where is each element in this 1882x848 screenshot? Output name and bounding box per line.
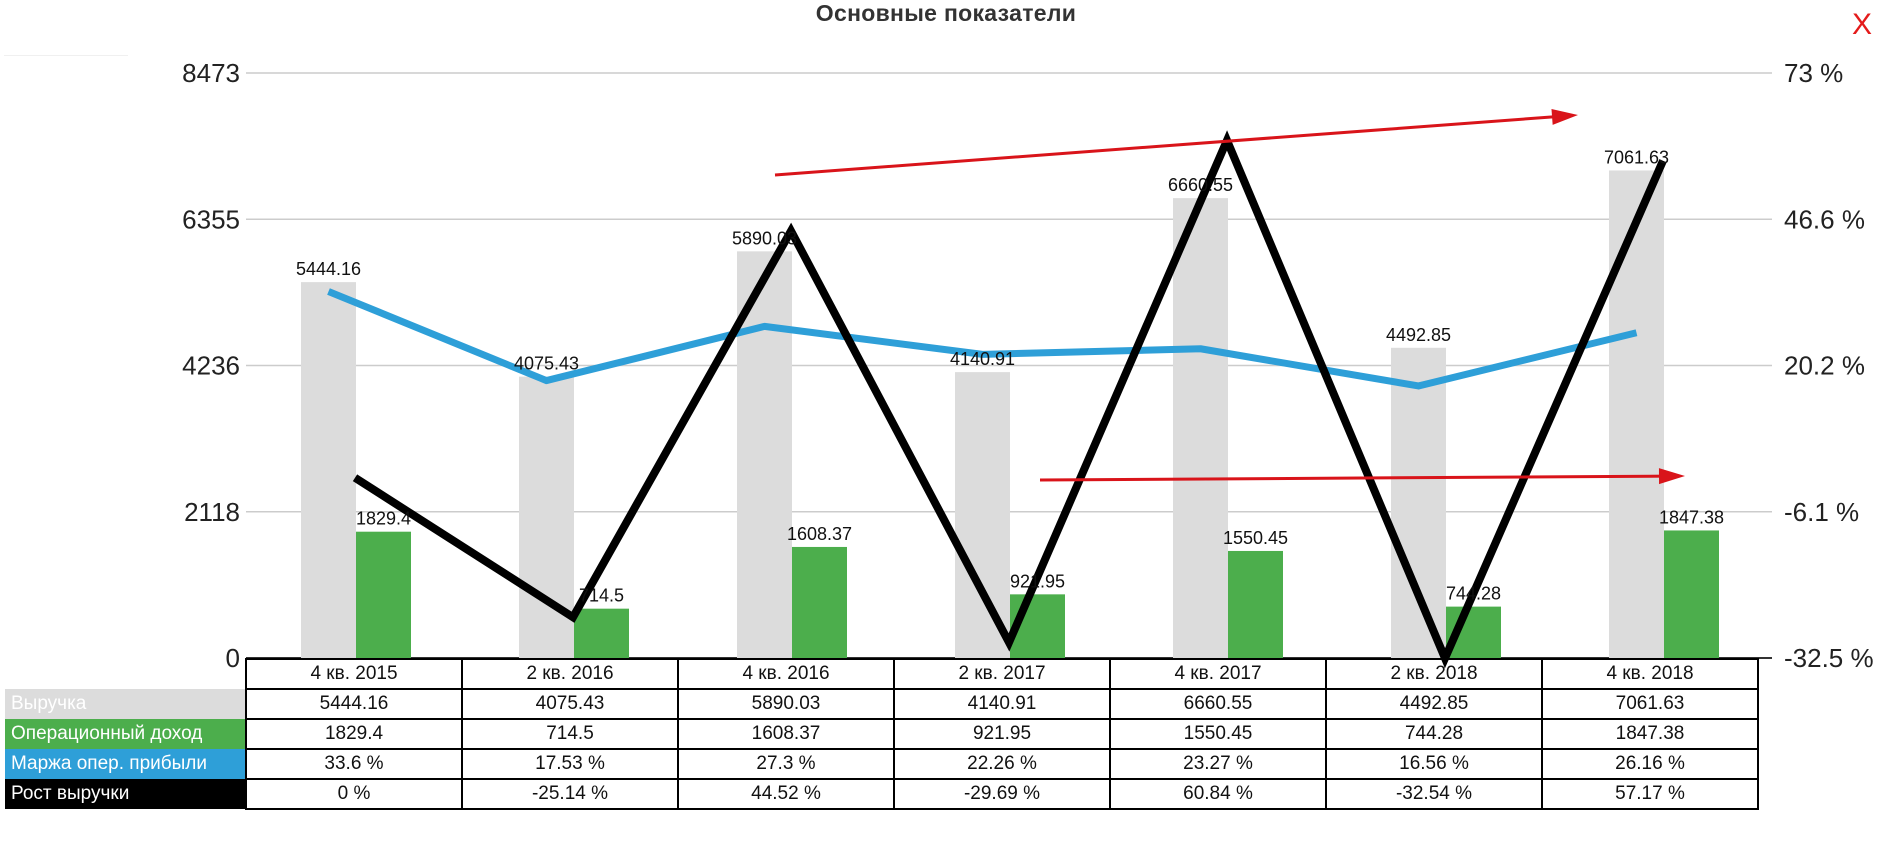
table-row: Маржа опер. прибыли 33.6 % 17.53 % 27.3 % 22… bbox=[5, 748, 1759, 780]
revenue-data-label: 4140.91 bbox=[950, 349, 1015, 369]
axis-ticks: 0 -32.5 % 2118 -6.1 % 4236 20.2 % 6355 46.6 % 84… bbox=[182, 58, 1873, 673]
right-axis-tick: -6.1 % bbox=[1784, 497, 1859, 527]
data-labels: 5444.16 1829.4 4075.43 714.5 5890.03 1608.37 4… bbox=[296, 147, 1724, 605]
right-axis-tick: -32.5 % bbox=[1784, 643, 1874, 673]
close-button[interactable]: X bbox=[1851, 8, 1872, 41]
table-cell: 5890.03 bbox=[677, 688, 895, 720]
divider bbox=[4, 55, 128, 56]
table-cell: 6660.55 bbox=[1109, 688, 1327, 720]
op-income-bar bbox=[1664, 530, 1719, 658]
op-income-bar bbox=[356, 531, 411, 658]
table-cell: 23.27 % bbox=[1109, 748, 1327, 780]
table-cell: 7061.63 bbox=[1541, 688, 1759, 720]
table-cell: 1550.45 bbox=[1109, 718, 1327, 750]
table-cell: 16.56 % bbox=[1325, 748, 1543, 780]
chart-title: Основные показатели bbox=[815, 0, 1077, 26]
table-cell: 1608.37 bbox=[677, 718, 895, 750]
table-row: Рост выручки 0 % -25.14 % 44.52 % -29.69 % 60… bbox=[5, 778, 1759, 810]
upper-arrow-shaft bbox=[774, 114, 1559, 177]
table-header-row: 4 кв. 2015 2 кв. 2016 4 кв. 2016 2 кв. 2017… bbox=[5, 658, 1759, 690]
revenue-bar bbox=[1391, 347, 1446, 658]
margin-line bbox=[327, 288, 1638, 390]
table-cell: 4075.43 bbox=[461, 688, 679, 720]
category-label: 2 кв. 2017 bbox=[893, 658, 1111, 690]
op-income-bar bbox=[574, 608, 629, 658]
table-cell: 26.16 % bbox=[1541, 748, 1759, 780]
right-axis-tick: 20.2 % bbox=[1784, 351, 1865, 381]
revenue-data-label: 6660.55 bbox=[1168, 175, 1233, 195]
left-axis-tick: 2118 bbox=[184, 497, 240, 527]
revenue-bar bbox=[301, 282, 356, 658]
right-axis-tick: 46.6 % bbox=[1784, 204, 1865, 234]
op-income-data-label: 921.95 bbox=[1010, 571, 1065, 591]
table-cell: 921.95 bbox=[893, 718, 1111, 750]
revenue-bar bbox=[1609, 170, 1664, 658]
op-income-data-label: 1847.38 bbox=[1659, 507, 1724, 527]
series-legend-label: Выручка bbox=[5, 689, 246, 719]
revenue-data-label: 5890.03 bbox=[732, 228, 797, 248]
revenue-bar bbox=[737, 251, 792, 659]
category-label: 4 кв. 2018 bbox=[1541, 658, 1759, 690]
table-cell: 22.26 % bbox=[893, 748, 1111, 780]
series-legend-label: Операционный доход bbox=[5, 719, 246, 749]
category-label: 4 кв. 2017 bbox=[1109, 658, 1327, 690]
op-income-bar bbox=[792, 546, 847, 658]
table-cell: 27.3 % bbox=[677, 748, 895, 780]
table-cell: 714.5 bbox=[461, 718, 679, 750]
revenue-bar bbox=[1173, 198, 1228, 658]
annotation-arrows bbox=[774, 108, 1685, 485]
table-row: Выручка 5444.16 4075.43 5890.03 4140.91 6660.… bbox=[5, 688, 1759, 720]
op-income-data-label: 1550.45 bbox=[1223, 528, 1288, 548]
left-axis-tick: 6355 bbox=[182, 204, 240, 234]
table-row: Операционный доход 1829.4 714.5 1608.37 921.… bbox=[5, 718, 1759, 750]
revenue-data-label: 4492.85 bbox=[1386, 325, 1451, 345]
op-income-bar bbox=[1228, 550, 1283, 658]
table-cell: 744.28 bbox=[1325, 718, 1543, 750]
table-cell: 5444.16 bbox=[245, 688, 463, 720]
data-table: 4 кв. 2015 2 кв. 2016 4 кв. 2016 2 кв. 2017… bbox=[5, 658, 1759, 810]
upper-arrow-head bbox=[1551, 108, 1578, 125]
left-axis-tick: 8473 bbox=[182, 58, 240, 88]
table-cell: 0 % bbox=[245, 778, 463, 810]
table-cell: 17.53 % bbox=[461, 748, 679, 780]
category-label: 2 кв. 2016 bbox=[461, 658, 679, 690]
table-cell: -29.69 % bbox=[893, 778, 1111, 810]
lower-arrow-head bbox=[1658, 468, 1685, 485]
op-income-data-label: 714.5 bbox=[579, 586, 624, 606]
right-axis-tick: 73 % bbox=[1784, 58, 1843, 88]
table-cell: -32.54 % bbox=[1325, 778, 1543, 810]
table-cell: 4140.91 bbox=[893, 688, 1111, 720]
series-legend-label: Маржа опер. прибыли bbox=[5, 749, 246, 779]
revenue-data-label: 5444.16 bbox=[296, 259, 361, 279]
table-cell: 1829.4 bbox=[245, 718, 463, 750]
op-income-data-label: 744.28 bbox=[1446, 584, 1501, 604]
table-cell: 4492.85 bbox=[1325, 688, 1543, 720]
table-corner bbox=[5, 659, 246, 689]
table-cell: 1847.38 bbox=[1541, 718, 1759, 750]
op-income-data-label: 1608.37 bbox=[787, 524, 852, 544]
table-cell: 57.17 % bbox=[1541, 778, 1759, 810]
revenue-data-label: 4075.43 bbox=[514, 354, 579, 374]
table-cell: 44.52 % bbox=[677, 778, 895, 810]
revenue-bar bbox=[955, 372, 1010, 658]
table-cell: 33.6 % bbox=[245, 748, 463, 780]
table-cell: -25.14 % bbox=[461, 778, 679, 810]
op-income-data-label: 1829.4 bbox=[356, 509, 411, 529]
series-legend-label: Рост выручки bbox=[5, 779, 246, 809]
left-axis-tick: 0 bbox=[226, 643, 240, 673]
category-label: 4 кв. 2016 bbox=[677, 658, 895, 690]
category-label: 2 кв. 2018 bbox=[1325, 658, 1543, 690]
table-cell: 60.84 % bbox=[1109, 778, 1327, 810]
left-axis-tick: 4236 bbox=[182, 351, 240, 381]
bars bbox=[301, 170, 1719, 659]
revenue-data-label: 7061.63 bbox=[1604, 147, 1669, 167]
lower-arrow-shaft bbox=[1039, 474, 1666, 482]
category-label: 4 кв. 2015 bbox=[245, 658, 463, 690]
